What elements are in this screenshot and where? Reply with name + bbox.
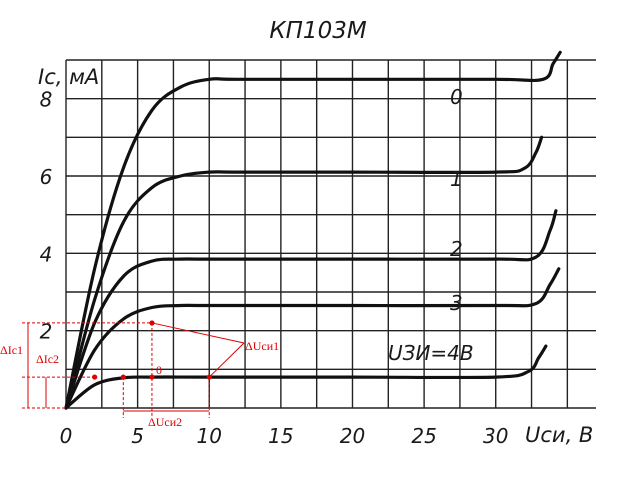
- y-tick-label: 8: [40, 88, 53, 112]
- series-line-1: [64, 135, 544, 410]
- delta-ic2-label: ΔIc2: [36, 352, 59, 366]
- delta-usi1-label: ΔUси1: [245, 339, 279, 353]
- series-curves: [64, 50, 562, 410]
- x-tick-label: 20: [340, 424, 365, 448]
- x-tick-label: 30: [483, 424, 508, 448]
- grid: [65, 59, 596, 409]
- chart-title: КП103М: [269, 18, 367, 44]
- y-tick-label: 4: [40, 242, 53, 266]
- x-tick-label: 5: [131, 424, 144, 448]
- annotation-marks: [22, 320, 245, 418]
- x-tick-labels: 0 5 10 15 20 25 30: [60, 424, 509, 448]
- delta-usi2-label: ΔUси2: [148, 415, 182, 429]
- delta-usi1-leader-bottom: [208, 342, 245, 378]
- delta-ic1-label: ΔIc1: [0, 343, 23, 357]
- operating-point: [149, 320, 155, 326]
- series-line-4: [64, 344, 548, 410]
- operating-point: [120, 374, 126, 380]
- x-axis-label: Uси, В: [525, 423, 593, 447]
- y-axis-label: Iс, мА: [38, 65, 99, 89]
- series-line-2: [64, 209, 558, 410]
- curve-label-2: 2: [450, 237, 463, 261]
- delta-usi1-leader-top: [151, 322, 245, 344]
- series-line-0: [64, 50, 562, 410]
- x-tick-label: 25: [411, 424, 436, 448]
- curve-label-3: 3: [450, 291, 463, 315]
- y-tick-labels: 2 4 6 8: [40, 88, 53, 344]
- x-tick-label: 15: [268, 424, 293, 448]
- x-tick-label: 0: [60, 424, 73, 448]
- curve-label-0: 0: [450, 85, 463, 109]
- curve-label-4: UЗИ=4В: [388, 341, 474, 365]
- x-tick-label: 10: [197, 424, 222, 448]
- operating-point: [92, 374, 98, 380]
- operating-point: [206, 374, 212, 380]
- y-tick-label: 2: [40, 320, 53, 344]
- series-line-3: [64, 267, 561, 410]
- curve-label-1: 1: [450, 167, 463, 191]
- y-tick-label: 6: [40, 165, 53, 189]
- operating-point: [149, 374, 155, 380]
- zero-point-label: 0: [156, 363, 162, 377]
